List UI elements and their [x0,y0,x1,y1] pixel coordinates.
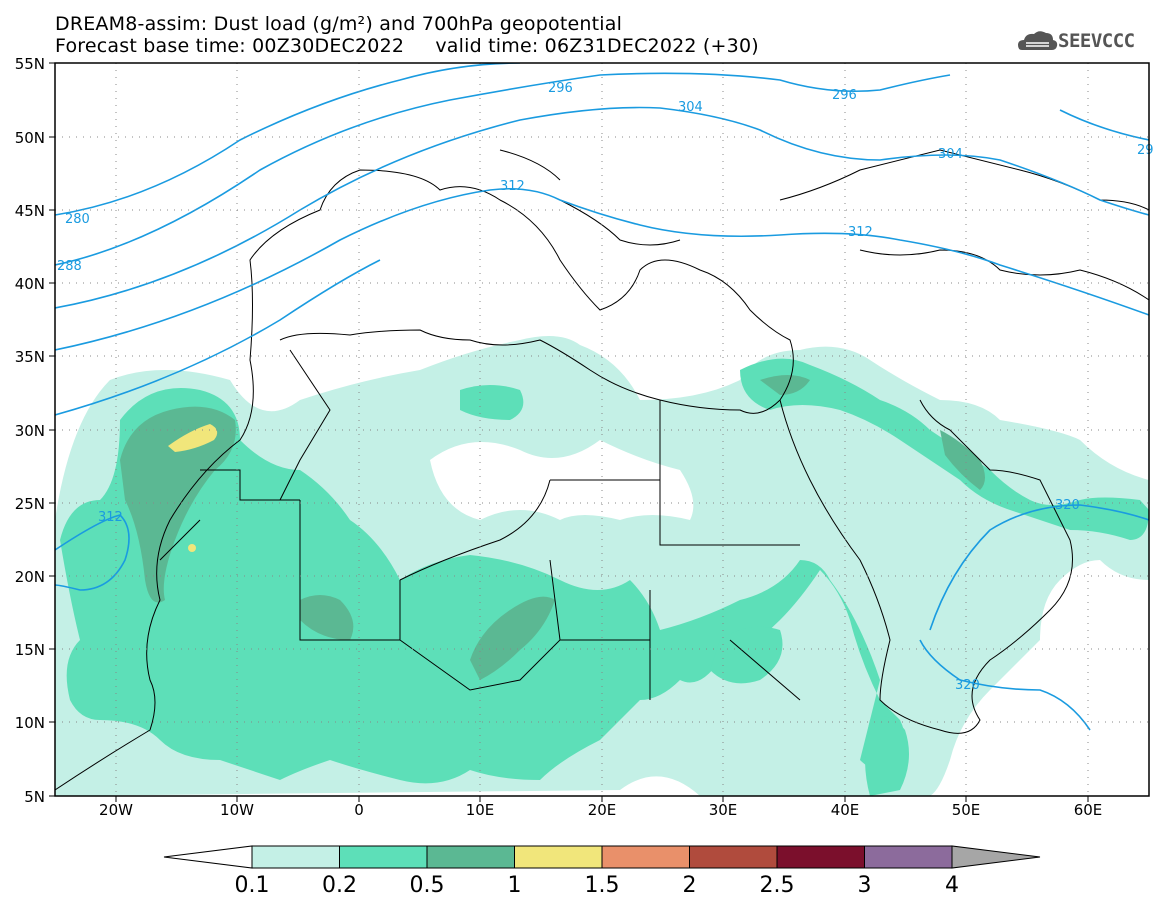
lat-tick-label: 20N [15,568,45,586]
colorbar-label: 2 [683,873,697,898]
lat-tick-label: 15N [15,641,45,659]
contour-label: 312 [98,510,123,525]
map-title: DREAM8-assim: Dust load (g/m²) and 700hP… [55,13,623,35]
lon-tick-label: 40E [831,801,860,819]
lat-tick-label: 50N [15,129,45,147]
lon-tick-label: 10W [220,801,254,819]
lon-tick-label: 10E [466,801,495,819]
contour-label: 312 [500,179,525,194]
colorbar-segment [776,845,865,869]
colorbar-right-arrow [951,845,1041,869]
lon-tick-label: 30E [709,801,738,819]
colorbar-label: 0.2 [322,873,357,898]
contour-label: 312 [848,225,873,240]
dust-layer-0-5 [120,375,985,680]
lat-tick-label: 35N [15,348,45,366]
colorbar-label: 3 [858,873,872,898]
logo-text: SEEVCCC [1058,30,1135,52]
gridlines [55,63,1149,796]
colorbar-label: 2.5 [760,873,795,898]
lat-tick-label: 10N [15,714,45,732]
contour-label: 288 [57,259,82,274]
colorbar-label: 0.1 [235,873,270,898]
coastlines-borders [55,149,1149,791]
colorbar-segment [426,845,515,869]
lat-tick-label: 40N [15,275,45,293]
lat-tick-label: 55N [15,55,45,73]
longitude-axis: 20W 10W 0 10E 20E 30E 40E 50E 60E [99,796,1102,819]
contour-label: 320 [955,678,980,693]
latitude-axis: 55N 50N 45N 40N 35N 30N 25N 20N 15N 10N … [15,55,55,806]
colorbar: 0.1 0.2 0.5 1 1.5 2 2.5 3 4 [163,845,1041,898]
contour-label: 296 [548,81,573,96]
colorbar-segment [601,845,690,869]
colorbar-segment [251,845,340,869]
colorbar-label: 1.5 [585,873,620,898]
lon-tick-label: 20E [588,801,617,819]
contour-label: 280 [65,212,90,227]
cloud-logo-icon [1018,31,1058,50]
colorbar-segment [514,845,603,869]
lat-tick-label: 25N [15,495,45,513]
contour-label: 296 [832,88,857,103]
lat-tick-label: 45N [15,202,45,220]
forecast-time-subtitle: Forecast base time: 00Z30DEC2022 valid t… [55,35,759,57]
dust-layer-1 [168,424,218,552]
contour-label: 29 [1137,143,1154,158]
colorbar-label: 4 [945,873,959,898]
colorbar-segment [689,845,778,869]
colorbar-segment [864,845,953,869]
lon-tick-label: 60E [1074,801,1103,819]
lon-tick-label: 50E [952,801,981,819]
map-body [55,63,1149,796]
lon-tick-label: 0 [354,801,364,819]
lat-tick-label: 30N [15,422,45,440]
colorbar-segment [339,845,428,869]
lon-tick-label: 20W [99,801,133,819]
colorbar-left-arrow [163,845,253,869]
contour-label: 304 [678,100,703,115]
lat-tick-label: 5N [24,788,45,806]
contour-label: 304 [938,147,963,162]
colorbar-label: 1 [508,873,522,898]
colorbar-label: 0.5 [410,873,445,898]
contour-label: 320 [1055,498,1080,513]
